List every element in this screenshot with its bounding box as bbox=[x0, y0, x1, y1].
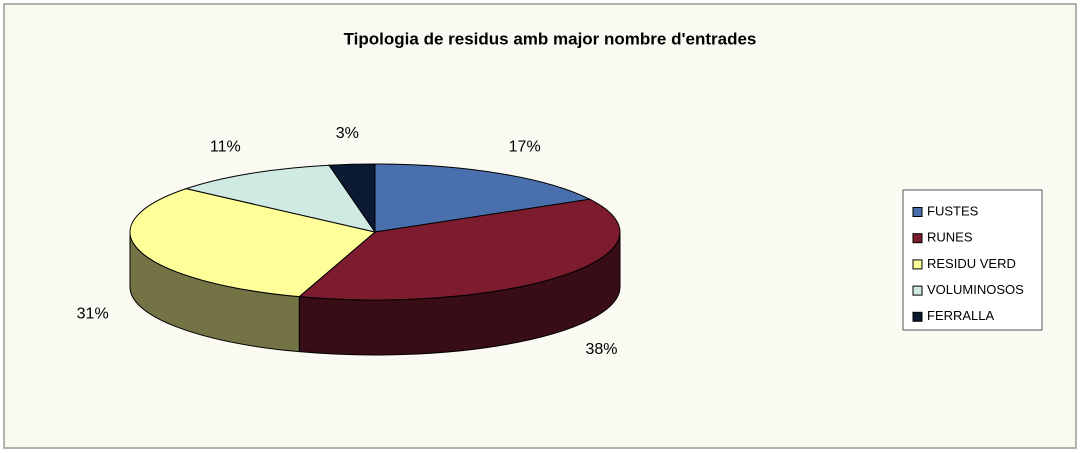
legend-label: FERRALLA bbox=[927, 308, 995, 323]
legend-swatch bbox=[912, 311, 923, 322]
slice bbox=[184, 164, 377, 233]
legend-label: FUSTES bbox=[927, 203, 979, 218]
legend-swatch bbox=[912, 233, 923, 244]
legend-label: RESIDU VERD bbox=[927, 256, 1016, 271]
chart-title: Tipologia de residus amb major nombre d'… bbox=[344, 29, 757, 48]
legend: FUSTES RUNES RESIDU VERD VOLUMINOSOS FERRALL… bbox=[902, 189, 1043, 331]
legend-swatch bbox=[912, 259, 923, 270]
pie: 17% 38% 31% 11% 3% bbox=[77, 125, 621, 358]
legend-swatch bbox=[912, 285, 923, 296]
data-label: 17% bbox=[509, 138, 541, 155]
data-label: 38% bbox=[586, 341, 618, 358]
slice bbox=[298, 198, 621, 301]
legend-box bbox=[902, 189, 1043, 331]
data-label: 11% bbox=[210, 138, 241, 155]
legend-swatch bbox=[912, 207, 923, 217]
legend-label: VOLUMINOSOS bbox=[927, 282, 1024, 297]
slice bbox=[374, 163, 592, 233]
slice bbox=[129, 188, 377, 298]
data-label: 31% bbox=[77, 306, 109, 323]
data-label: 3% bbox=[336, 125, 359, 142]
legend-label: RUNES bbox=[927, 230, 973, 245]
slice bbox=[328, 163, 376, 234]
